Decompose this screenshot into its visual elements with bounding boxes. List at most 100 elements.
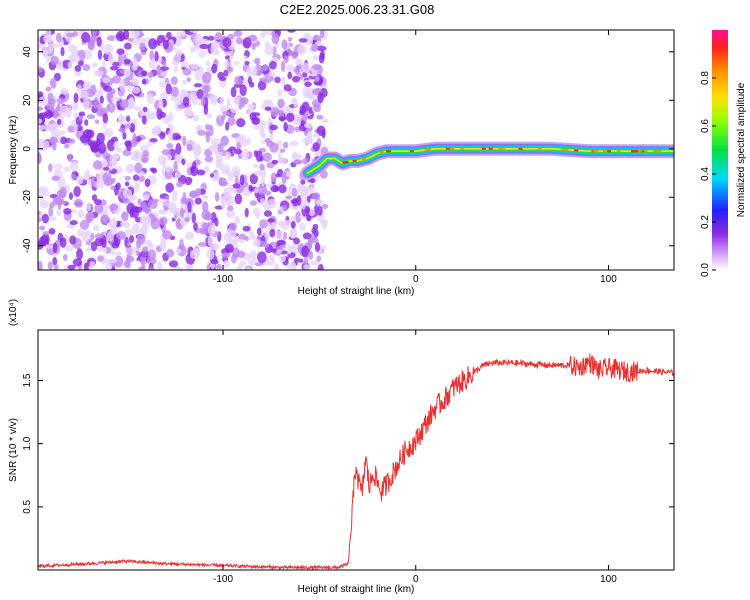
signal-peak: [498, 147, 503, 150]
noise-point: [153, 198, 159, 204]
noise-point: [269, 142, 279, 153]
noise-point: [285, 219, 292, 224]
noise-point: [226, 98, 231, 110]
noise-point: [71, 55, 81, 63]
noise-point: [192, 115, 200, 122]
noise-point: [125, 254, 131, 265]
noise-point: [174, 135, 182, 140]
noise-point: [125, 246, 136, 257]
noise-point: [307, 131, 313, 141]
signal-peak: [643, 150, 648, 153]
noise-point: [317, 92, 324, 104]
signal-peak: [564, 148, 569, 151]
noise-point: [90, 84, 97, 95]
noise-point: [143, 206, 151, 215]
noise-point: [193, 83, 203, 88]
noise-point: [48, 227, 56, 235]
noise-point: [193, 222, 198, 231]
noise-point: [146, 93, 155, 105]
noise-point: [124, 175, 132, 181]
noise-point: [219, 76, 227, 82]
noise-point: [239, 139, 249, 147]
noise-point: [94, 233, 104, 239]
noise-point: [312, 63, 321, 71]
noise-point: [182, 96, 190, 107]
signal-peak: [657, 150, 662, 153]
noise-point: [193, 44, 200, 52]
noise-point: [173, 266, 184, 270]
noise-point: [76, 228, 83, 237]
noise-point: [132, 133, 137, 145]
noise-point: [90, 175, 96, 188]
noise-point: [38, 186, 49, 192]
noise-point: [130, 30, 140, 39]
noise-point: [285, 112, 295, 123]
noise-point: [156, 64, 161, 76]
noise-point: [190, 63, 199, 70]
noise-point: [149, 138, 158, 143]
noise-point: [197, 129, 207, 136]
noise-point: [225, 169, 231, 176]
top-x-tick-label: 0: [413, 274, 419, 285]
noise-point: [47, 261, 53, 270]
noise-point: [176, 217, 182, 227]
noise-point: [97, 255, 104, 262]
signal-peak: [500, 147, 505, 150]
noise-point: [188, 191, 197, 198]
noise-point: [309, 260, 320, 266]
noise-point: [115, 250, 122, 257]
noise-point: [162, 39, 169, 50]
noise-point: [234, 215, 241, 225]
noise-point: [117, 115, 126, 124]
noise-point: [268, 75, 274, 82]
noise-point: [211, 63, 218, 74]
spectrogram-frame: [37, 29, 675, 271]
noise-point: [290, 229, 297, 239]
noise-point: [208, 94, 218, 103]
noise-point: [116, 231, 126, 240]
noise-point: [285, 170, 291, 178]
noise-point: [277, 157, 287, 165]
noise-point: [197, 242, 208, 247]
noise-point: [304, 81, 312, 87]
top-x-tick-label: 100: [600, 274, 617, 285]
noise-point: [51, 175, 60, 181]
noise-point: [110, 185, 116, 191]
noise-point: [247, 76, 253, 85]
noise-point: [189, 30, 200, 33]
noise-point: [238, 238, 245, 244]
noise-point: [94, 203, 104, 214]
noise-point: [233, 30, 243, 37]
top-x-tick-label: -100: [213, 274, 233, 285]
noise-point: [254, 170, 262, 176]
noise-point: [86, 114, 96, 120]
noise-point: [252, 65, 258, 77]
noise-point: [109, 65, 119, 71]
noise-point: [144, 178, 151, 188]
colorbar-tick-label: 0.4: [700, 167, 711, 181]
signal-peak: [537, 147, 542, 150]
signal-peak: [560, 148, 565, 151]
noise-point: [263, 79, 271, 84]
noise-point: [139, 255, 148, 265]
noise-point: [106, 104, 111, 112]
colorbar-tick-label: 0.0: [700, 263, 711, 277]
noise-point: [256, 227, 262, 236]
noise-point: [262, 152, 272, 162]
noise-point: [56, 118, 62, 125]
noise-point: [276, 239, 286, 246]
noise-point: [214, 192, 220, 202]
noise-point: [45, 86, 52, 92]
noise-point: [304, 122, 312, 129]
noise-point: [154, 50, 159, 62]
noise-point: [287, 244, 292, 255]
noise-point: [142, 150, 150, 157]
noise-point: [162, 115, 171, 125]
noise-point: [255, 150, 263, 163]
noise-point: [299, 258, 304, 264]
noise-point: [243, 55, 248, 61]
noise-point: [283, 55, 289, 64]
noise-point: [298, 222, 306, 231]
noise-point: [166, 154, 172, 161]
noise-point: [45, 244, 55, 249]
